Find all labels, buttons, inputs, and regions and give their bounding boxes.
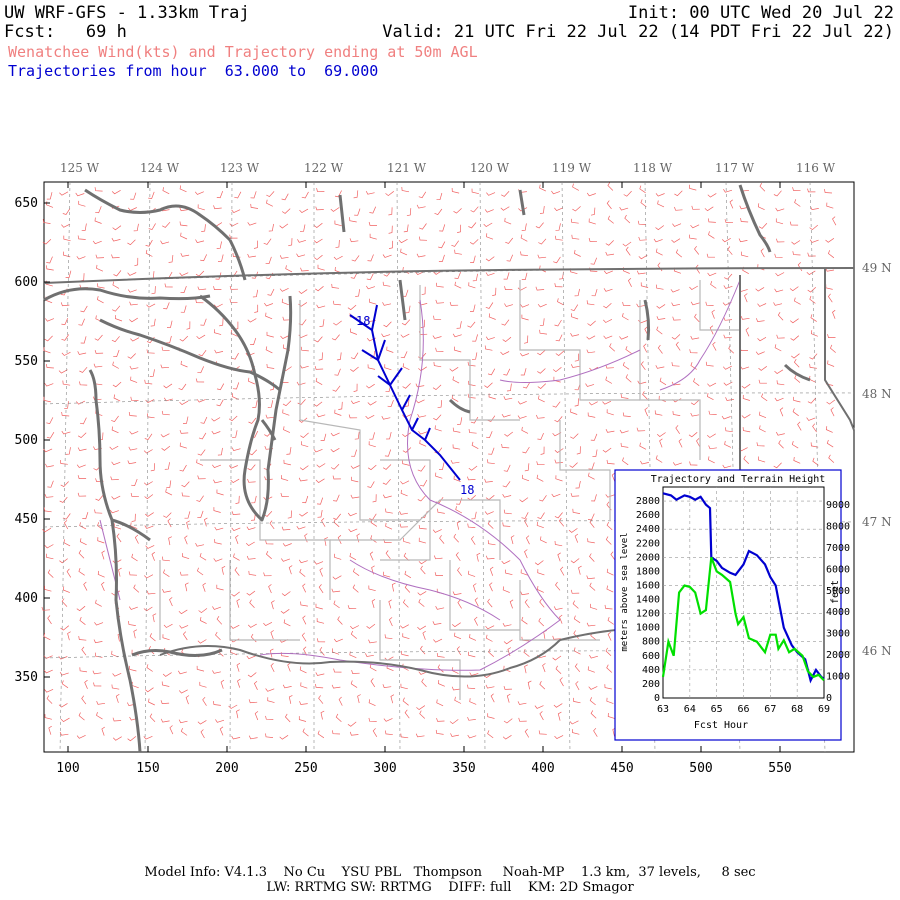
lon-label: 123 W <box>220 161 260 175</box>
inset-right-tick: 5000 <box>826 586 850 597</box>
y-tick: 500 <box>15 433 38 448</box>
rivers <box>99 279 741 671</box>
inset-left-tick: 200 <box>642 679 660 690</box>
x-axis-ticks: 100 150 200 250 300 350 400 450 500 550 <box>56 761 791 776</box>
y-tick: 550 <box>15 354 38 369</box>
x-tick: 550 <box>768 761 791 776</box>
lon-label: 124 W <box>140 161 180 175</box>
inset-right-tick: 6000 <box>826 564 850 575</box>
inset-right-tick: 3000 <box>826 629 850 640</box>
inset-x-label: Fcst Hour <box>694 720 748 731</box>
x-tick: 100 <box>56 761 79 776</box>
lon-label: 116 W <box>796 161 836 175</box>
inset-right-tick: 7000 <box>826 543 850 554</box>
y-tick: 650 <box>15 196 38 211</box>
inset-x-tick: 69 <box>818 704 830 715</box>
product-title: Wenatchee Wind(kts) and Trajectory endin… <box>8 43 478 61</box>
x-tick: 450 <box>610 761 633 776</box>
trajectory: 18 18 <box>349 304 474 497</box>
x-tick: 400 <box>531 761 554 776</box>
inset-y-left-label: meters above sea level <box>620 532 630 651</box>
x-axis-tickmarks <box>44 182 781 752</box>
trajectory-range: Trajectories from hour 63.000 to 69.000 <box>8 62 379 80</box>
forecast-hour: Fcst: 69 h <box>4 22 127 42</box>
inset-terrain-height-line <box>661 556 825 682</box>
inset-left-tick: 1800 <box>636 566 660 577</box>
inset-left-ticks: 0 200 400 600 800 1000 1200 1400 1600 1800 2000 220… <box>636 496 660 704</box>
inset-right-ticks: 0 1000 2000 3000 4000 5000 6000 7000 8000 9000 <box>826 500 850 704</box>
trajectory-end-label: 18 <box>460 483 474 497</box>
inset-left-tick: 1200 <box>636 609 660 620</box>
inset-right-tick: 9000 <box>826 500 850 511</box>
model-info-line2: LW: RRTMG SW: RRTMG DIFF: full KM: 2D Sm… <box>266 880 634 895</box>
inset-chart: Trajectory and Terrain Height 0 200 400 600… <box>614 469 850 741</box>
coastline <box>43 184 811 753</box>
inset-left-tick: 800 <box>642 637 660 648</box>
inset-left-tick: 400 <box>642 665 660 676</box>
inset-left-tick: 600 <box>642 651 660 662</box>
inset-frame <box>614 469 842 741</box>
inset-left-tick: 0 <box>654 693 660 704</box>
x-tick: 200 <box>215 761 238 776</box>
inset-right-tick: 2000 <box>826 650 850 661</box>
lat-label: 47 N <box>862 515 892 529</box>
y-tick: 400 <box>15 591 38 606</box>
x-tick: 250 <box>294 761 317 776</box>
county-boundaries <box>159 280 761 700</box>
lon-label: 125 W <box>60 161 100 175</box>
inset-right-tick: 0 <box>826 693 832 704</box>
inset-x-tick: 65 <box>711 704 723 715</box>
lon-label: 121 W <box>387 161 427 175</box>
inset-left-tick: 2800 <box>636 496 660 507</box>
longitude-labels: 125 W 124 W 123 W 122 W 121 W 120 W 119 … <box>60 161 836 175</box>
inset-x-tick: 66 <box>737 704 749 715</box>
inset-left-tick: 2600 <box>636 510 660 521</box>
inset-title: Trajectory and Terrain Height <box>651 474 826 485</box>
inset-left-tick: 2000 <box>636 552 660 563</box>
x-tick: 150 <box>136 761 159 776</box>
inset-x-tick: 63 <box>657 704 669 715</box>
model-title: UW WRF-GFS - 1.33km Traj <box>4 3 250 23</box>
x-tick: 300 <box>373 761 396 776</box>
inset-left-tick: 2200 <box>636 538 660 549</box>
model-info-line1: Model Info: V4.1.3 No Cu YSU PBL Thompso… <box>144 865 756 880</box>
inset-series <box>661 492 825 684</box>
y-tick: 350 <box>15 670 38 685</box>
inset-right-tick: 8000 <box>826 521 850 532</box>
latitude-labels: 49 N 48 N 47 N 46 N <box>862 261 892 658</box>
inset-left-tick: 1400 <box>636 595 660 606</box>
inset-x-tick: 67 <box>764 704 776 715</box>
lat-label: 48 N <box>862 387 892 401</box>
inset-right-tick: 1000 <box>826 672 850 683</box>
x-tick: 350 <box>452 761 475 776</box>
y-axis-ticks: 650 600 550 500 450 400 350 <box>15 196 38 685</box>
lon-label: 122 W <box>304 161 344 175</box>
y-tick: 450 <box>15 512 38 527</box>
inset-left-tick: 1600 <box>636 580 660 591</box>
lon-label: 118 W <box>633 161 673 175</box>
lat-label: 46 N <box>862 644 892 658</box>
valid-time: Valid: 21 UTC Fri 22 Jul 22 (14 PDT Fri … <box>382 22 894 42</box>
lat-label: 49 N <box>862 261 892 275</box>
inset-x-ticks: 63 64 65 66 67 68 69 <box>657 704 830 715</box>
inset-right-tick: 4000 <box>826 607 850 618</box>
inset-grid <box>663 487 824 698</box>
inset-left-tick: 1000 <box>636 623 660 634</box>
x-tick: 500 <box>689 761 712 776</box>
inset-x-tick: 68 <box>791 704 803 715</box>
lon-label: 120 W <box>470 161 510 175</box>
lon-label: 117 W <box>715 161 755 175</box>
y-tick: 600 <box>15 275 38 290</box>
init-time: Init: 00 UTC Wed 20 Jul 22 <box>627 3 894 23</box>
inset-y-right-label: feet <box>830 580 841 604</box>
inset-x-tick: 64 <box>684 704 696 715</box>
inset-left-tick: 2400 <box>636 524 660 535</box>
lon-label: 119 W <box>552 161 592 175</box>
trajectory-start-label: 18 <box>356 314 370 328</box>
